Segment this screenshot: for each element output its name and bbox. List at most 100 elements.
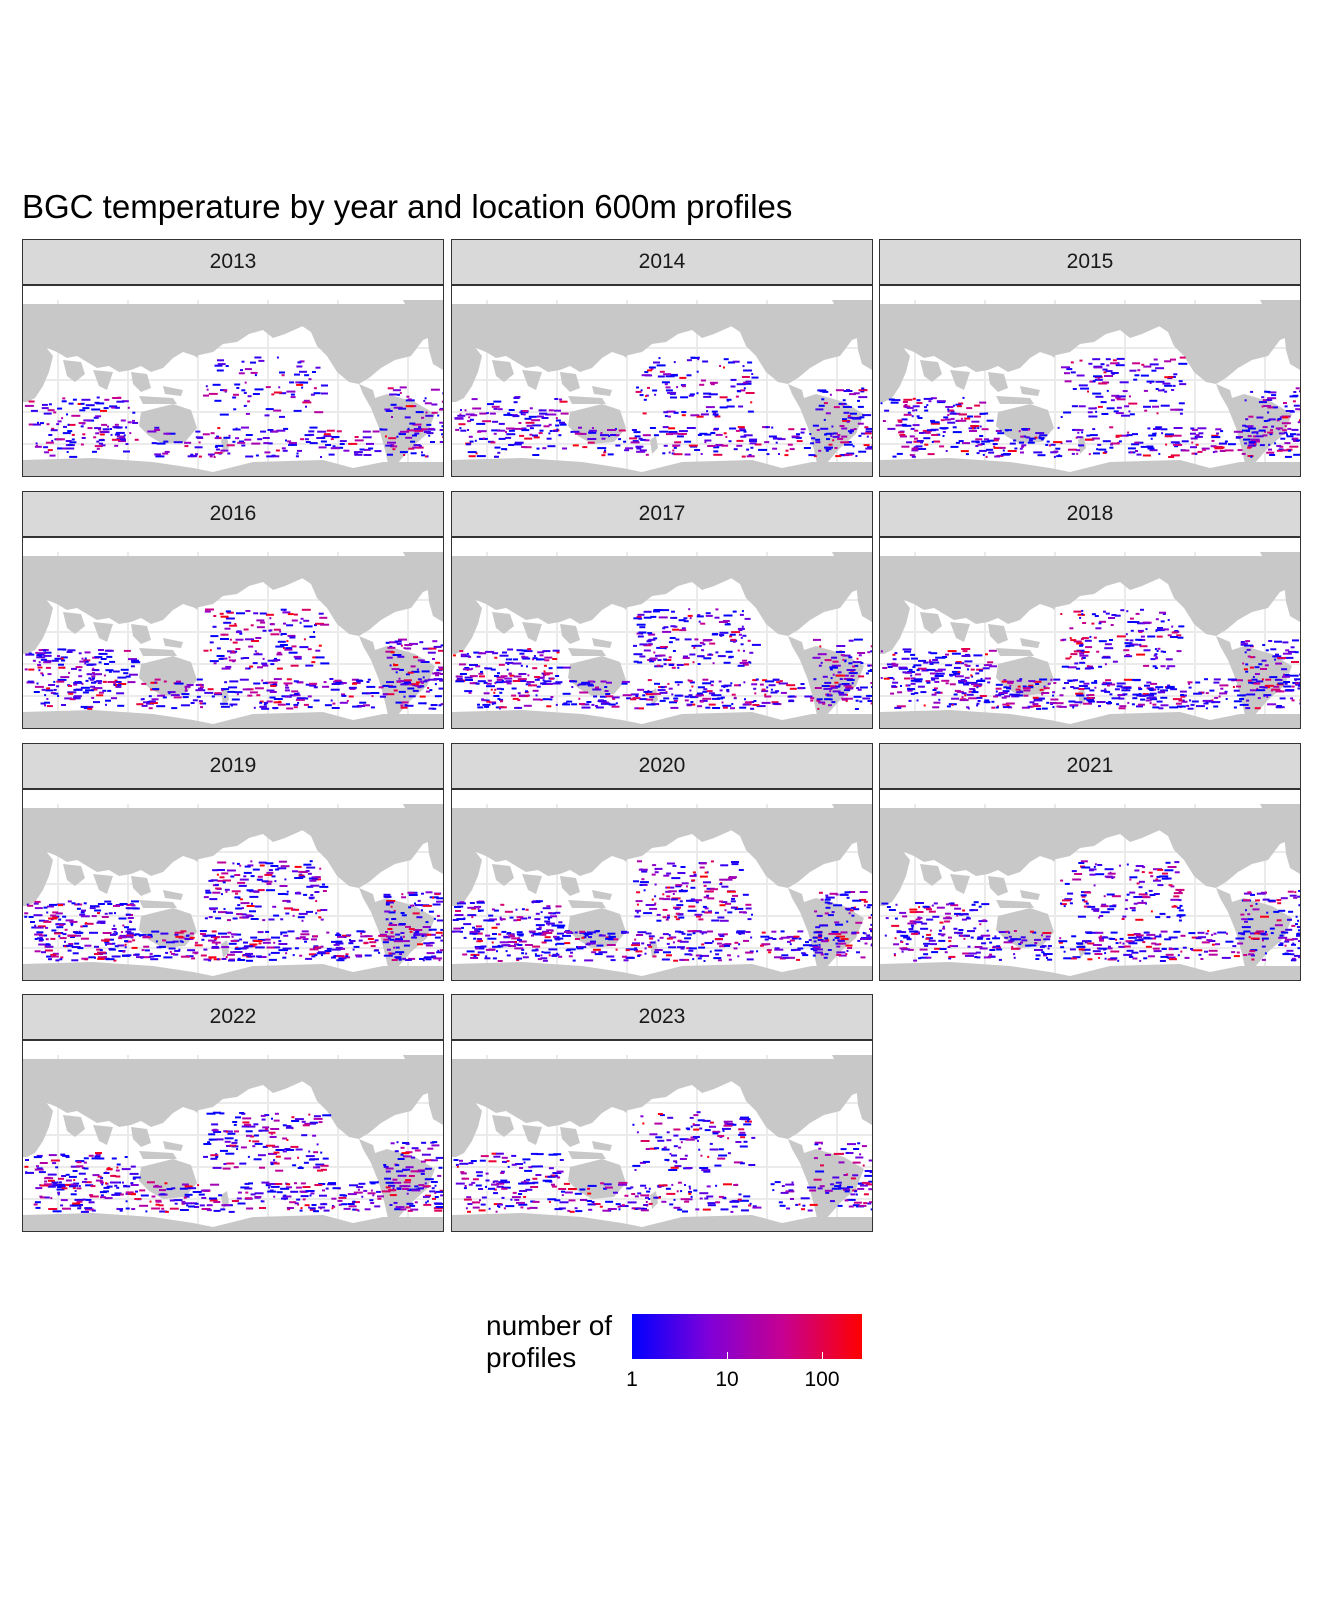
profile-tile xyxy=(863,932,867,935)
profile-tile xyxy=(1077,613,1082,616)
profile-tile xyxy=(224,390,227,393)
profile-tile xyxy=(433,678,443,681)
profile-tile xyxy=(902,648,912,651)
profile-tile xyxy=(728,655,734,658)
profile-tile xyxy=(126,932,134,935)
profile-tile xyxy=(911,449,919,452)
profile-tile xyxy=(667,391,677,394)
profile-tile xyxy=(1166,667,1170,670)
profile-tile xyxy=(1115,435,1120,438)
profile-tile xyxy=(50,937,56,940)
land-masses xyxy=(452,552,872,728)
profile-tile xyxy=(408,928,415,931)
profile-tile xyxy=(459,427,462,430)
profile-tile xyxy=(883,677,890,680)
profile-tile xyxy=(976,702,980,705)
profile-tile xyxy=(860,432,866,435)
profile-tile xyxy=(383,938,390,941)
profile-tile xyxy=(523,704,532,707)
profile-tile xyxy=(313,387,317,390)
profile-tile xyxy=(670,616,678,619)
profile-tile xyxy=(63,425,67,428)
profile-tile xyxy=(1125,633,1128,636)
profile-tile xyxy=(324,704,332,707)
profile-tile xyxy=(813,940,817,943)
profile-tile xyxy=(262,664,269,667)
land-shape xyxy=(23,710,443,728)
profile-tile xyxy=(1064,882,1070,885)
profile-tile xyxy=(708,890,714,893)
profile-tile xyxy=(245,952,253,955)
profile-tile xyxy=(663,411,669,414)
profile-tile xyxy=(1257,697,1261,700)
profile-tile xyxy=(675,638,680,641)
profile-tile xyxy=(650,615,657,618)
profile-tile xyxy=(474,946,481,948)
profile-tile xyxy=(816,429,820,431)
profile-tile xyxy=(732,640,736,643)
profile-tile xyxy=(348,442,358,445)
profile-tile xyxy=(34,926,44,929)
profile-tile xyxy=(51,929,57,932)
profile-tile xyxy=(305,870,310,872)
profile-tile xyxy=(103,939,110,942)
profile-tile xyxy=(527,674,530,677)
profile-tile xyxy=(265,613,274,616)
profile-tile xyxy=(277,893,286,895)
profile-tile xyxy=(307,872,312,875)
profile-tile xyxy=(264,414,270,417)
profile-tile xyxy=(238,884,247,887)
profile-tile xyxy=(430,441,435,443)
profile-tile xyxy=(400,430,409,433)
profile-tile xyxy=(832,673,835,676)
profile-tile xyxy=(710,680,715,683)
profile-tile xyxy=(979,669,983,672)
profile-tile xyxy=(1115,412,1124,415)
profile-tile xyxy=(721,444,729,447)
profile-tile xyxy=(69,441,77,444)
profile-tile xyxy=(870,645,872,648)
profile-tile xyxy=(257,956,267,958)
profile-tile xyxy=(71,433,75,436)
profile-tile xyxy=(1295,683,1300,686)
profile-tile xyxy=(464,667,470,669)
profile-tile xyxy=(136,703,144,706)
profile-tile xyxy=(395,946,400,949)
land-shape xyxy=(163,638,183,648)
profile-tile xyxy=(1023,694,1029,697)
profile-tile xyxy=(1155,367,1165,370)
profile-tile xyxy=(605,937,614,940)
profile-tile xyxy=(419,680,423,683)
profile-tile xyxy=(1285,689,1295,692)
profile-tile xyxy=(467,451,477,454)
profile-tile xyxy=(1153,358,1158,361)
profile-tile xyxy=(850,412,857,415)
profile-tile xyxy=(49,903,57,906)
profile-tile xyxy=(1080,651,1090,653)
profile-tile xyxy=(303,625,313,628)
profile-tile xyxy=(235,892,239,895)
profile-tile xyxy=(454,914,464,916)
profile-tile xyxy=(276,667,283,670)
profile-tile xyxy=(242,916,250,919)
profile-tile xyxy=(296,891,301,894)
profile-tile xyxy=(802,952,807,955)
profile-tile xyxy=(419,958,424,960)
profile-tile xyxy=(570,951,573,954)
profile-tile xyxy=(1193,692,1203,695)
profile-tile xyxy=(1122,686,1132,689)
profile-tile xyxy=(495,706,500,709)
profile-tile xyxy=(509,674,515,677)
profile-tile xyxy=(1124,405,1130,408)
profile-tile xyxy=(503,680,510,683)
profile-tile xyxy=(511,687,517,690)
profile-tile xyxy=(648,366,656,369)
profile-tile xyxy=(1296,433,1300,436)
profile-tile xyxy=(600,434,609,437)
profile-tile xyxy=(851,914,855,917)
profile-tile xyxy=(639,881,649,884)
profile-tile xyxy=(398,690,406,693)
profile-tile xyxy=(808,454,816,457)
profile-tile xyxy=(1297,684,1300,687)
profile-tile xyxy=(284,878,287,881)
